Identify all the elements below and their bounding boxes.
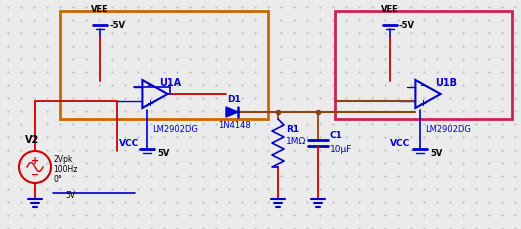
Text: VEE: VEE	[381, 5, 399, 14]
Text: C1: C1	[330, 131, 343, 140]
Text: +: +	[419, 99, 426, 108]
Text: −: −	[146, 81, 153, 90]
Text: 1N4148: 1N4148	[218, 121, 251, 130]
Text: D1: D1	[227, 94, 241, 103]
Text: +: +	[31, 155, 39, 165]
Text: 1MΩ: 1MΩ	[286, 137, 306, 146]
Text: VCC: VCC	[119, 138, 139, 147]
Text: VEE: VEE	[91, 5, 109, 14]
Text: −: −	[419, 81, 426, 90]
Text: −: −	[31, 169, 39, 179]
Text: V2: V2	[25, 134, 39, 144]
Text: 100Hz: 100Hz	[53, 165, 78, 174]
Text: -5V: -5V	[109, 20, 125, 29]
Text: R1: R1	[286, 125, 299, 134]
Text: U1B: U1B	[435, 78, 457, 88]
Text: 5V: 5V	[430, 148, 442, 157]
Text: 10μF: 10μF	[330, 144, 352, 153]
Polygon shape	[226, 108, 238, 117]
Text: +: +	[146, 99, 153, 108]
Text: 5V: 5V	[157, 148, 169, 157]
Text: LM2902DG: LM2902DG	[425, 125, 471, 134]
Text: 2Vpk: 2Vpk	[53, 155, 72, 164]
Text: -5V: -5V	[399, 20, 415, 29]
Text: 5V: 5V	[65, 191, 75, 200]
Text: VCC: VCC	[390, 138, 410, 147]
Text: U1A: U1A	[159, 78, 181, 88]
Text: LM2902DG: LM2902DG	[152, 125, 198, 134]
Text: 0°: 0°	[53, 175, 62, 184]
Bar	[335, 12, 512, 120]
Bar	[60, 12, 268, 120]
